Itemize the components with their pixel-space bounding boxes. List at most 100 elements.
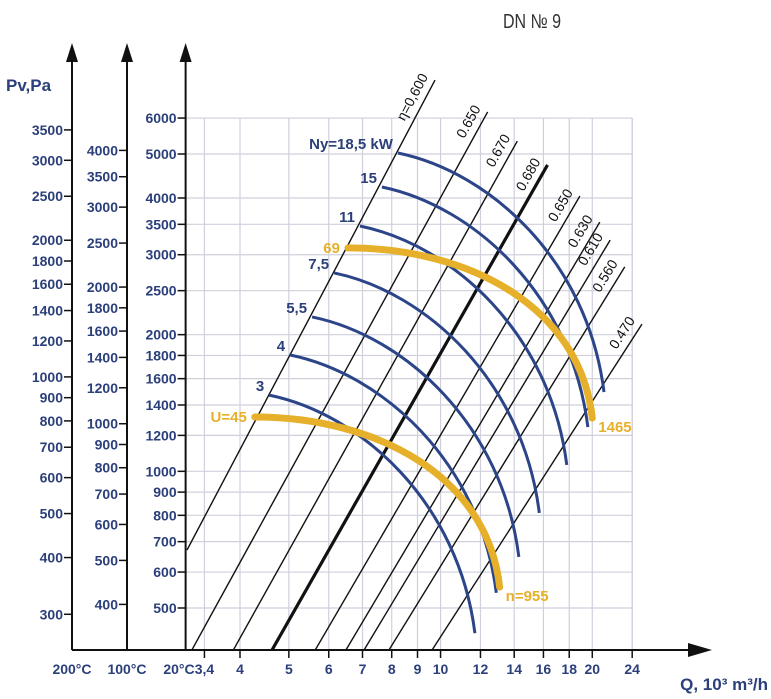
grid <box>185 117 633 650</box>
power-curves: Ny=18,5 kW 15 11 7,5 5,5 4 3 <box>256 136 606 634</box>
power-curve-label: 3 <box>256 378 264 395</box>
y-axis-arrow-icon <box>121 43 133 62</box>
power-curve <box>268 393 477 634</box>
efficiency-label: 0.650 <box>544 186 576 225</box>
y-tick-label: 3000 <box>32 152 63 168</box>
y-tick-label: 1200 <box>32 333 63 349</box>
y-tick-label: 300 <box>40 606 64 622</box>
x-tick-label: 8 <box>388 661 396 677</box>
power-curve <box>333 271 541 514</box>
y-tick-label: 500 <box>153 600 177 616</box>
power-curve-label: 11 <box>339 209 355 226</box>
efficiency-label: 0.470 <box>606 313 639 351</box>
y-tick-label: 2000 <box>87 279 118 295</box>
efficiency-label: 0.680 <box>512 155 543 194</box>
speed-curves: 69 1465 U=45 n=955 <box>211 240 632 605</box>
y-tick-label: 2500 <box>32 188 63 204</box>
y-tick-label: 1600 <box>87 323 118 339</box>
y-tick-label: 1000 <box>32 369 63 385</box>
efficiency-line <box>388 266 626 651</box>
y-tick-label: 400 <box>40 550 64 566</box>
chart-title: DN № 9 <box>503 10 561 32</box>
y-tick-label: 1000 <box>145 463 176 479</box>
power-curve <box>359 224 569 466</box>
efficiency-line <box>314 195 581 651</box>
x-axis-arrow-icon <box>688 643 712 657</box>
speed-curve <box>251 413 504 591</box>
y-axis-arrow-icon <box>179 43 192 62</box>
y-tick-label: 6000 <box>145 110 176 126</box>
x-tick-label: 12 <box>473 661 489 677</box>
y-tick-label: 5000 <box>145 146 176 162</box>
y-tick-label: 2000 <box>32 232 63 248</box>
y-tick-label: 1800 <box>145 347 176 363</box>
y-tick-label: 400 <box>95 596 119 612</box>
y-tick-label: 1600 <box>145 371 176 387</box>
x-tick-label: 20 <box>584 661 600 677</box>
y-axis-temperature-label: 200°C <box>52 661 91 677</box>
x-axis-title: Q, 10³ m³/h <box>680 675 768 694</box>
y-tick-label: 900 <box>95 437 119 453</box>
x-tick-label: 24 <box>624 661 640 677</box>
y-tick-label: 4000 <box>87 142 118 158</box>
y-tick-label: 1000 <box>87 416 118 432</box>
y-axis-title: Pv,Pa <box>6 76 52 95</box>
x-tick-label: 14 <box>506 661 522 677</box>
power-curve-label: 5,5 <box>286 300 307 317</box>
power-curve <box>397 151 606 393</box>
y-tick-label: 700 <box>40 439 64 455</box>
efficiency-line <box>191 111 489 651</box>
y-tick-label: 1200 <box>87 380 118 396</box>
y-tick-label: 1800 <box>32 253 63 269</box>
y-tick-label: 3000 <box>145 247 176 263</box>
x-tick-label: 3,4 <box>195 661 215 677</box>
y-tick-label: 3500 <box>32 122 63 138</box>
y-tick-label: 3500 <box>87 169 118 185</box>
speed-curve-end-label: n=955 <box>506 588 549 605</box>
y-tick-label: 700 <box>95 486 119 502</box>
power-curve <box>381 185 590 428</box>
x-tick-label: 7 <box>359 661 367 677</box>
axes: 3500300025002000180016001400120010009008… <box>32 43 712 677</box>
y-tick-label: 2500 <box>145 283 176 299</box>
x-tick-label: 5 <box>285 661 293 677</box>
efficiency-line <box>270 164 549 651</box>
x-tick-label: 18 <box>561 661 577 677</box>
efficiency-line <box>345 221 601 651</box>
power-curve-label: 7,5 <box>308 256 329 273</box>
y-axis-temperature-label: 20°C <box>163 661 194 677</box>
y-tick-label: 1800 <box>87 300 118 316</box>
x-tick-label: 10 <box>433 661 449 677</box>
y-tick-label: 600 <box>95 516 119 532</box>
power-curve <box>289 353 498 594</box>
x-tick-label: 16 <box>536 661 552 677</box>
speed-curve-start-label: U=45 <box>211 409 247 426</box>
y-tick-label: 600 <box>40 470 64 486</box>
y-tick-label: 500 <box>95 552 119 568</box>
speed-curve-end-label: 1465 <box>598 419 631 436</box>
efficiency-label: 0.670 <box>482 131 513 170</box>
y-tick-label: 800 <box>95 460 119 476</box>
power-curve-label: 4 <box>277 338 286 355</box>
y-tick-label: 3500 <box>145 216 176 232</box>
y-tick-label: 3000 <box>87 199 118 215</box>
y-tick-label: 2000 <box>145 327 176 343</box>
y-tick-label: 900 <box>40 390 64 406</box>
speed-curve <box>344 244 596 422</box>
y-tick-label: 1400 <box>87 349 118 365</box>
power-curve <box>311 315 521 558</box>
power-curve-label: 15 <box>360 170 377 187</box>
efficiency-line <box>186 79 436 551</box>
y-tick-label: 800 <box>40 413 64 429</box>
x-tick-label: 6 <box>325 661 333 677</box>
y-tick-label: 1400 <box>32 303 63 319</box>
y-tick-label: 900 <box>153 484 177 500</box>
speed-curve-start-label: 69 <box>323 240 340 257</box>
efficiency-label: 0.650 <box>453 102 484 141</box>
y-axis-temperature-label: 100°C <box>107 661 146 677</box>
y-axis-arrow-icon <box>66 43 78 62</box>
x-tick-label: 9 <box>414 661 422 677</box>
y-tick-label: 1600 <box>32 276 63 292</box>
y-tick-label: 4000 <box>145 190 176 206</box>
